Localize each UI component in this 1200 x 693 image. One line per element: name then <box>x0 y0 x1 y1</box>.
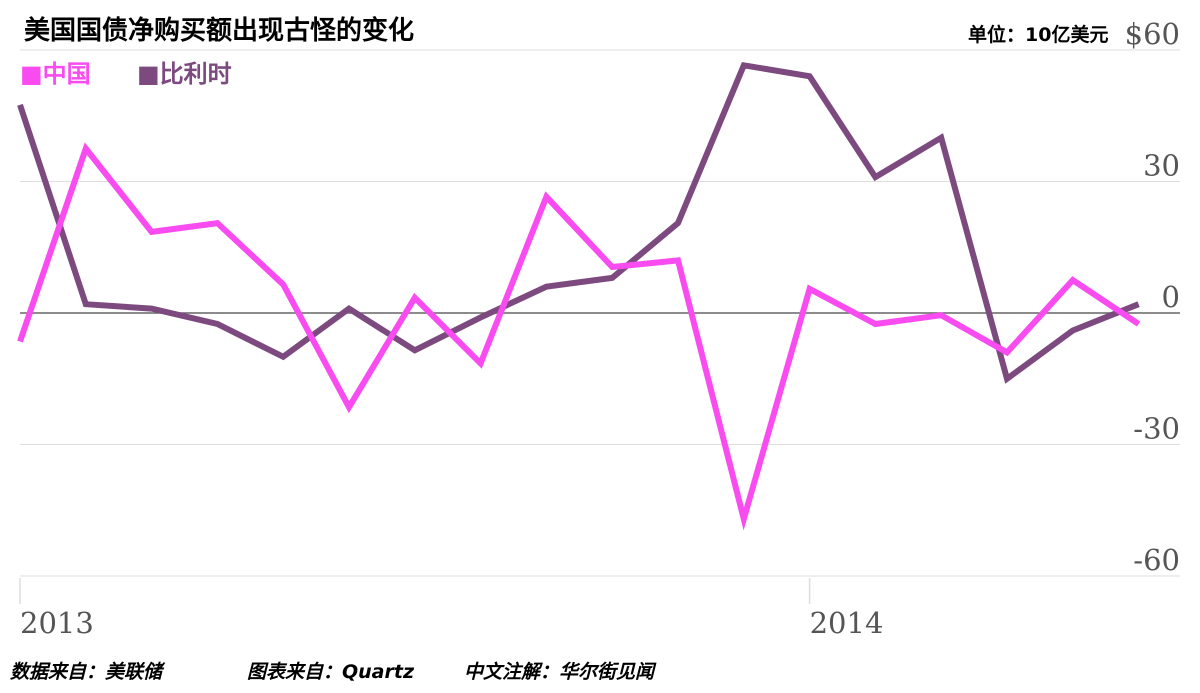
chart-title: 美国国债净购买额出现古怪的变化 <box>24 16 415 46</box>
y-tick-label: 0 <box>1162 280 1180 314</box>
gridlines <box>19 49 1180 604</box>
unit-label: 单位：10亿美元 <box>968 24 1109 46</box>
legend-item-belgium: ■比利时 <box>137 54 232 89</box>
y-tick-label: $60 <box>1125 17 1180 51</box>
y-tick-label: 30 <box>1143 149 1180 183</box>
legend-label-china: ■中国 <box>20 60 91 88</box>
y-tick-label: -30 <box>1133 412 1180 446</box>
y-tick-label: -60 <box>1133 543 1180 577</box>
chart-source-note: 图表来自：Quartz <box>247 661 415 683</box>
series-line-belgium <box>17 61 1140 384</box>
legend-label-belgium: ■比利时 <box>137 60 232 88</box>
x-tick-label: 2014 <box>810 606 884 640</box>
legend-item-china: ■中国 <box>20 54 91 89</box>
data-source-note: 数据来自：美联储 <box>10 661 163 683</box>
tick-labels: $60 30 0 -30 -60 2013 2014 <box>20 17 1180 640</box>
annotation-note: 中文注解：华尔街见闻 <box>464 661 655 683</box>
x-tick-label: 2013 <box>20 606 94 640</box>
series-lines <box>17 61 1141 531</box>
footer: 数据来自：美联储 图表来自：Quartz 中文注解：华尔街见闻 <box>10 657 1200 687</box>
series-line-china <box>17 142 1141 531</box>
